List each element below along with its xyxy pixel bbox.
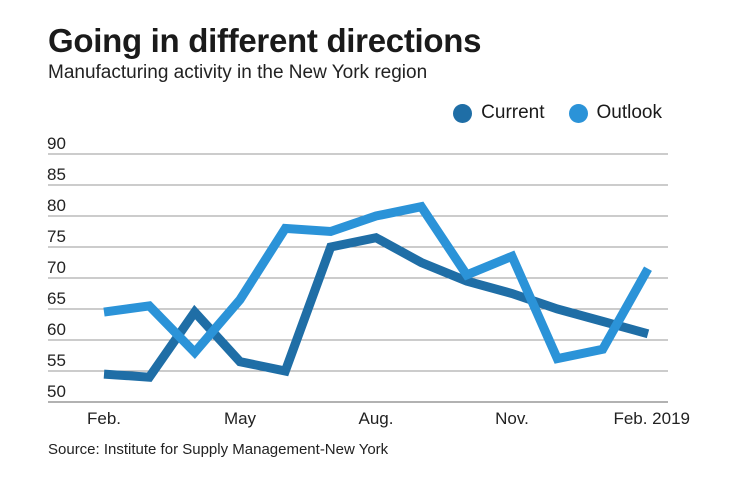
legend: Current Outlook bbox=[429, 102, 662, 124]
y-tick-label: 60 bbox=[47, 320, 66, 339]
series-line-current bbox=[103, 232, 650, 382]
y-tick-label: 50 bbox=[47, 382, 66, 401]
chart-title: Going in different directions bbox=[48, 22, 482, 59]
chart-subtitle: Manufacturing activity in the New York r… bbox=[48, 62, 428, 83]
y-tick-label: 70 bbox=[47, 258, 66, 277]
legend-swatch-current bbox=[453, 103, 473, 123]
y-tick-label: 90 bbox=[47, 134, 66, 153]
x-tick-label: Feb. 2019 bbox=[613, 409, 690, 428]
y-tick-label: 75 bbox=[47, 227, 66, 246]
x-tick-label: Feb. bbox=[87, 409, 121, 428]
y-tick-label: 55 bbox=[47, 351, 66, 370]
y-tick-label: 80 bbox=[47, 196, 66, 215]
legend-item-outlook: Outlook bbox=[568, 102, 662, 124]
series-line-outlook bbox=[103, 201, 652, 364]
source-note: Source: Institute for Supply Management-… bbox=[48, 441, 389, 458]
legend-item-current: Current bbox=[453, 102, 545, 124]
y-tick-label: 65 bbox=[47, 289, 66, 308]
y-tick-label: 85 bbox=[47, 165, 66, 184]
x-tick-label: Nov. bbox=[495, 409, 529, 428]
legend-label-outlook: Outlook bbox=[596, 102, 662, 123]
legend-label-current: Current bbox=[481, 102, 545, 123]
legend-swatch-outlook bbox=[568, 103, 588, 123]
x-tick-label: May bbox=[224, 409, 257, 428]
x-tick-label: Aug. bbox=[359, 409, 394, 428]
